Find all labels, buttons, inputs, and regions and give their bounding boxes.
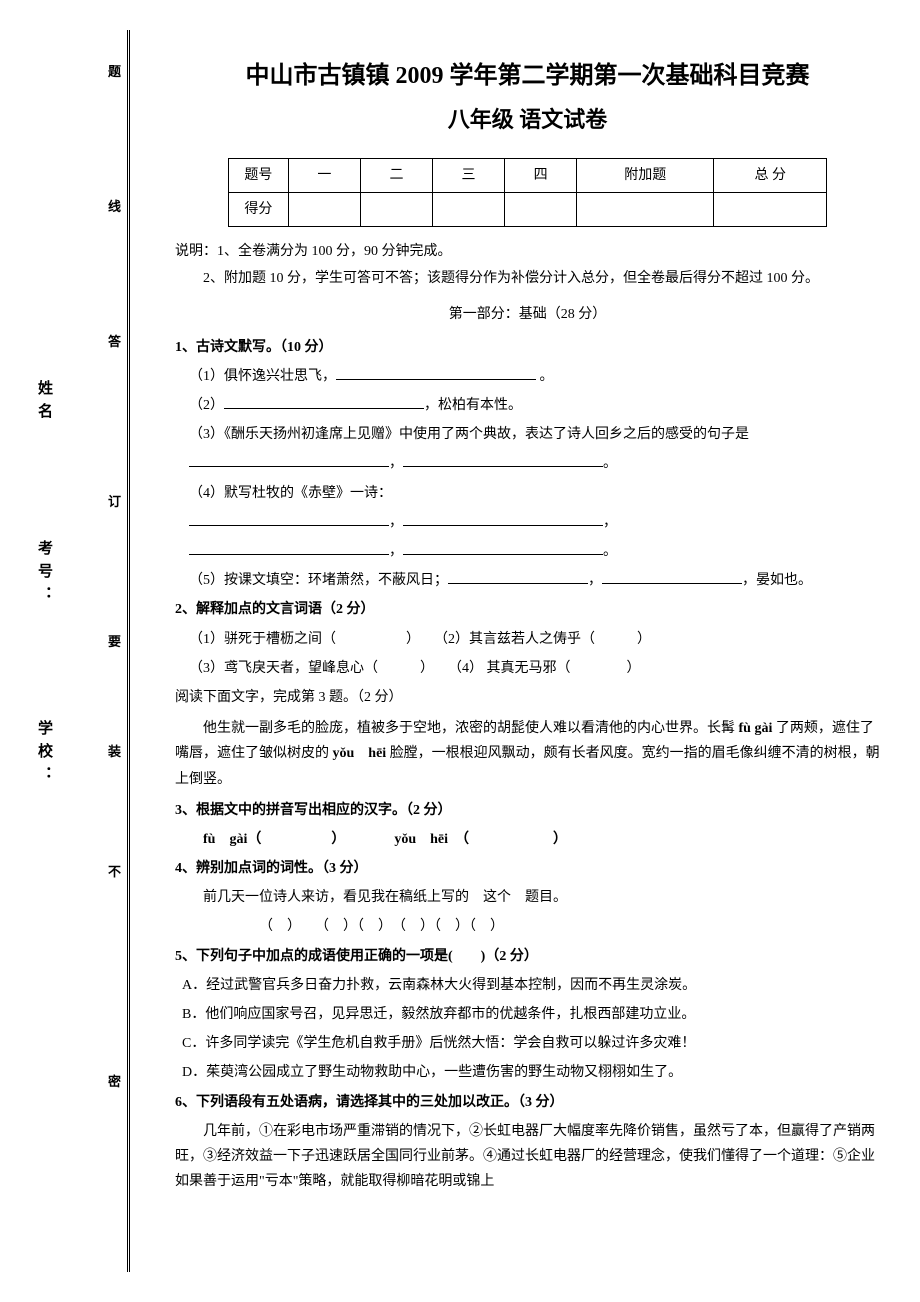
text: ， — [389, 544, 403, 559]
side-char: 订 — [108, 490, 121, 513]
table-header: 一 — [288, 158, 360, 192]
text: 。 — [536, 369, 554, 384]
side-char: 要 — [108, 630, 121, 653]
table-cell — [433, 192, 505, 226]
text: ） — [331, 832, 338, 847]
question-sub: （1）俱怀逸兴壮思飞， 。 — [189, 364, 880, 389]
option-d: D．茱萸湾公园成立了野生动物救助中心，一些遭伤害的野生动物又栩栩如生了。 — [182, 1060, 880, 1085]
side-char: 题 — [108, 60, 121, 83]
page-title: 中山市古镇镇 2009 学年第二学期第一次基础科目竞赛 — [175, 55, 880, 98]
side-char: 线 — [108, 195, 121, 218]
question-sub: （1）骈死于槽枥之间（ ） （2）其言兹若人之俦乎（ ） — [189, 627, 880, 652]
text: ， — [389, 515, 403, 530]
question-sub: （2） ，松柏有本性。 — [189, 393, 880, 418]
text: ） — [627, 661, 641, 676]
question-stem: 3、根据文中的拼音写出相应的汉字。（2 分） — [175, 798, 880, 823]
fill-blank — [189, 451, 389, 467]
text: 。 — [603, 544, 617, 559]
text: ， — [603, 515, 617, 530]
fill-blank — [403, 451, 603, 467]
text: （5）按课文填空：环堵萧然，不蔽风日； — [189, 573, 448, 588]
question-sub: fù gài（ ） yǒu hēi （ ） — [203, 827, 880, 852]
table-cell: 得分 — [228, 192, 288, 226]
table-header: 附加题 — [577, 158, 714, 192]
text: ） — [420, 661, 427, 676]
label-school-vertical: 学校： — [30, 720, 57, 789]
question-sub: （3）鸢飞戾天者，望峰息心（ ） （4） 其真无马邪（ ） — [189, 656, 880, 681]
text: ， — [389, 456, 403, 471]
fill-blank — [189, 510, 389, 526]
text: ） — [553, 832, 567, 847]
question-stem: 2、解释加点的文言词语（2 分） — [175, 597, 880, 622]
table-cell — [505, 192, 577, 226]
side-char: 答 — [108, 330, 121, 353]
text: （1）骈死于槽枥之间（ — [189, 632, 336, 647]
text: （2）其言兹若人之俦乎（ — [441, 632, 595, 647]
table-header: 三 — [433, 158, 505, 192]
text: （4） 其真无马邪（ — [455, 661, 571, 676]
reading-intro: 阅读下面文字，完成第 3 题。（2 分） — [175, 685, 880, 710]
instructions: 说明：1、全卷满分为 100 分，90 分钟完成。 2、附加题 10 分，学生可… — [175, 239, 880, 291]
question-sentence: 前几天一位诗人来访，看见我在稿纸上写的 这个 题目。 — [175, 885, 880, 910]
text: 。 — [603, 456, 617, 471]
table-header: 题号 — [228, 158, 288, 192]
text: yǒu hēi （ — [394, 832, 469, 847]
table-cell — [714, 192, 827, 226]
text: （2） — [189, 398, 224, 413]
question-brackets: （ ） （ ）（ ） （ ）（ ）（ ） — [259, 914, 880, 939]
instruction-line: 说明：1、全卷满分为 100 分，90 分钟完成。 — [175, 239, 880, 264]
text: ，松柏有本性。 — [424, 398, 522, 413]
text: ，晏如也。 — [742, 573, 812, 588]
question-sub: （4）默写杜牧的《赤壁》一诗： — [189, 481, 880, 506]
reading-passage: 他生就一副多毛的脸庞，植被多于空地，浓密的胡髭使人难以看清他的内心世界。长髯 f… — [175, 716, 880, 792]
table-header: 四 — [505, 158, 577, 192]
question-stem: 5、下列句子中加点的成语使用正确的一项是( )（2 分） — [175, 944, 880, 969]
text: ） — [637, 632, 651, 647]
option-b: B．他们响应国家号召，见异思迁，毅然放弃都市的优越条件，扎根西部建功立业。 — [182, 1002, 880, 1027]
fill-blank — [403, 510, 603, 526]
table-cell — [360, 192, 432, 226]
table-header: 总 分 — [714, 158, 827, 192]
question-stem: 4、辨别加点词的词性。（3 分） — [175, 856, 880, 881]
question-stem: 6、下列语段有五处语病，请选择其中的三处加以改正。（3 分） — [175, 1090, 880, 1115]
text: fù gài（ — [203, 832, 261, 847]
side-char: 不 — [108, 860, 121, 883]
question-sub: ，， — [189, 510, 880, 535]
text: ） — [406, 632, 413, 647]
question-sub: （5）按课文填空：环堵萧然，不蔽风日； ， ，晏如也。 — [189, 568, 880, 593]
page-subtitle: 八年级 语文试卷 — [175, 100, 880, 140]
text: ， — [588, 573, 602, 588]
fill-blank — [224, 393, 424, 409]
question-passage: 几年前，①在彩电市场严重滞销的情况下，②长虹电器厂大幅度率先降价销售，虽然亏了本… — [175, 1119, 880, 1195]
side-char: 装 — [108, 740, 121, 763]
table-header: 二 — [360, 158, 432, 192]
option-a: A．经过武警官兵多日奋力扑救，云南森林大火得到基本控制，因而不再生灵涂炭。 — [182, 973, 880, 998]
question-sub: （3）《酬乐天扬州初逢席上见赠》中使用了两个典故，表达了诗人回乡之后的感受的句子… — [189, 422, 880, 447]
text: （1）俱怀逸兴壮思飞， — [189, 369, 336, 384]
fill-blank — [336, 364, 536, 380]
fill-blank — [189, 539, 389, 555]
label-exam-vertical: 考号： — [30, 540, 57, 609]
label-name-vertical: 姓名 — [30, 380, 57, 426]
fill-blank — [403, 539, 603, 555]
question-stem: 1、古诗文默写。（10 分） — [175, 335, 880, 360]
table-cell — [577, 192, 714, 226]
question-sub: ，。 — [189, 451, 880, 476]
score-table: 题号 一 二 三 四 附加题 总 分 得分 — [228, 158, 827, 227]
page-content: 中山市古镇镇 2009 学年第二学期第一次基础科目竞赛 八年级 语文试卷 题号 … — [175, 0, 880, 1194]
table-cell — [288, 192, 360, 226]
section-title: 第一部分：基础（28 分） — [175, 302, 880, 327]
instruction-line: 2、附加题 10 分，学生可答可不答；该题得分作为补偿分计入总分，但全卷最后得分… — [175, 266, 880, 291]
side-char: 密 — [108, 1070, 121, 1093]
option-c: C．许多同学读完《学生危机自救手册》后恍然大悟：学会自救可以躲过许多灾难！ — [182, 1031, 880, 1056]
fill-blank — [448, 568, 588, 584]
text: （3）鸢飞戾天者，望峰息心（ — [189, 661, 378, 676]
fill-blank — [602, 568, 742, 584]
question-sub: ，。 — [189, 539, 880, 564]
